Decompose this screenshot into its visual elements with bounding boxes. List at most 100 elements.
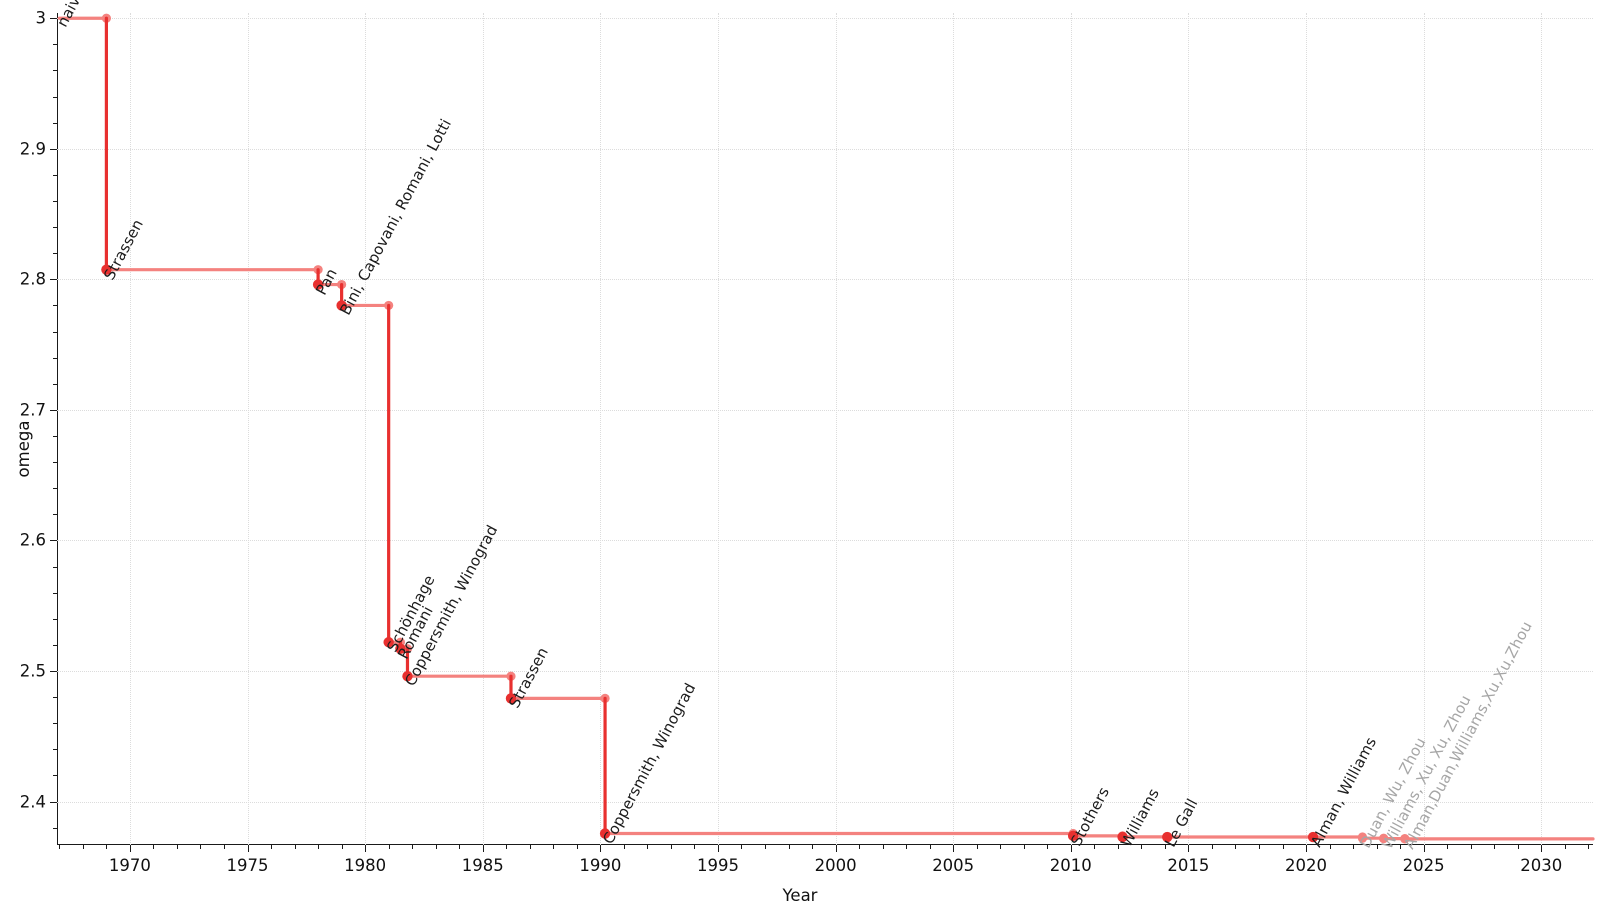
y-tick-minor	[53, 618, 57, 620]
y-tick-major	[50, 670, 57, 672]
y-tick-minor	[53, 462, 57, 464]
gridline-x	[247, 13, 249, 845]
y-tick-minor	[53, 566, 57, 568]
gridline-x	[953, 13, 955, 845]
y-tick-minor	[53, 305, 57, 307]
gridline-x	[1541, 13, 1543, 845]
x-tick-minor	[294, 845, 296, 849]
gridline-y	[57, 409, 1593, 411]
data-point-marker	[383, 637, 394, 648]
y-tick-minor	[53, 644, 57, 646]
x-tick-minor	[1564, 845, 1566, 849]
y-tick-minor	[53, 592, 57, 594]
x-tick-minor	[459, 845, 461, 849]
gridline-x	[600, 13, 602, 845]
y-tick-minor	[53, 96, 57, 98]
x-tick-minor	[1588, 845, 1590, 849]
data-point-marker	[1357, 833, 1368, 843]
x-tick-label: 2015	[1167, 856, 1210, 875]
x-tick-minor	[647, 845, 649, 849]
x-tick-minor	[1447, 845, 1449, 849]
y-tick-minor	[53, 749, 57, 751]
x-tick-label: 1995	[696, 856, 739, 875]
data-point-marker	[1162, 831, 1173, 843]
gridline-y	[57, 670, 1593, 672]
series-omega-stepline	[57, 13, 1595, 844]
x-tick-minor	[506, 845, 508, 849]
x-tick-minor	[176, 845, 178, 849]
x-tick-minor	[200, 845, 202, 849]
data-point-marker	[1067, 830, 1079, 842]
y-tick-major	[50, 540, 57, 542]
gridline-y	[57, 148, 1593, 150]
x-axis-title: Year	[782, 886, 818, 905]
gridline-x	[717, 13, 719, 845]
x-tick-minor	[623, 845, 625, 849]
y-tick-major	[50, 409, 57, 411]
y-tick-minor	[53, 227, 57, 229]
y-tick-label: 2.4	[19, 792, 46, 812]
x-tick-major	[1188, 845, 1190, 852]
x-tick-minor	[1141, 845, 1143, 849]
x-tick-major	[1070, 845, 1072, 852]
x-tick-minor	[1258, 845, 1260, 849]
gridline-y	[57, 279, 1593, 281]
x-tick-minor	[1023, 845, 1025, 849]
y-tick-label: 2.6	[19, 530, 46, 550]
y-tick-minor	[53, 357, 57, 359]
x-tick-minor	[1353, 845, 1355, 849]
x-tick-minor	[812, 845, 814, 849]
data-point-marker	[402, 670, 413, 682]
y-tick-minor	[53, 122, 57, 124]
gridline-y	[57, 540, 1593, 542]
y-tick-major	[50, 148, 57, 150]
x-tick-minor	[553, 845, 555, 849]
plot-area: naive Strassen Pan Bini, Capovani, Romani, …	[20, 0, 1595, 875]
x-tick-minor	[859, 845, 861, 849]
y-tick-label: 3	[35, 8, 47, 28]
data-point-marker	[101, 264, 112, 275]
data-point-marker	[505, 693, 517, 704]
x-tick-minor	[1517, 845, 1519, 849]
gridline-x	[1188, 13, 1190, 845]
data-point-marker	[395, 643, 406, 654]
gridline-x	[1070, 13, 1072, 845]
data-point-marker	[1117, 831, 1128, 843]
x-tick-minor	[1235, 845, 1237, 849]
y-tick-minor	[53, 514, 57, 516]
x-tick-major	[835, 845, 837, 852]
x-tick-label: 2025	[1402, 856, 1445, 875]
plot-frame	[57, 13, 1593, 845]
x-tick-major	[1306, 845, 1308, 852]
x-tick-label: 1980	[344, 856, 387, 875]
x-tick-minor	[1400, 845, 1402, 849]
y-tick-minor	[53, 697, 57, 699]
gridline-x	[1306, 13, 1308, 845]
x-tick-minor	[882, 845, 884, 849]
data-point-marker	[312, 279, 324, 290]
gridline-y	[57, 801, 1593, 803]
x-tick-label: 1975	[226, 856, 269, 875]
y-tick-minor	[53, 723, 57, 725]
y-tick-label: 2.8	[19, 269, 46, 289]
x-tick-minor	[1376, 845, 1378, 849]
x-tick-minor	[929, 845, 931, 849]
x-tick-minor	[906, 845, 908, 849]
x-tick-minor	[412, 845, 414, 849]
y-tick-major	[50, 279, 57, 281]
x-tick-label: 1970	[108, 856, 151, 875]
x-tick-label: 1990	[579, 856, 622, 875]
data-point-marker	[1307, 831, 1319, 843]
x-tick-minor	[153, 845, 155, 849]
y-tick-major	[50, 801, 57, 803]
x-tick-minor	[976, 845, 978, 849]
x-tick-minor	[318, 845, 320, 849]
x-tick-minor	[1117, 845, 1119, 849]
x-tick-minor	[1094, 845, 1096, 849]
gridline-x	[129, 13, 131, 845]
data-point-marker	[336, 300, 347, 311]
x-tick-major	[1423, 845, 1425, 852]
y-tick-major	[50, 18, 57, 20]
y-tick-minor	[53, 174, 57, 176]
